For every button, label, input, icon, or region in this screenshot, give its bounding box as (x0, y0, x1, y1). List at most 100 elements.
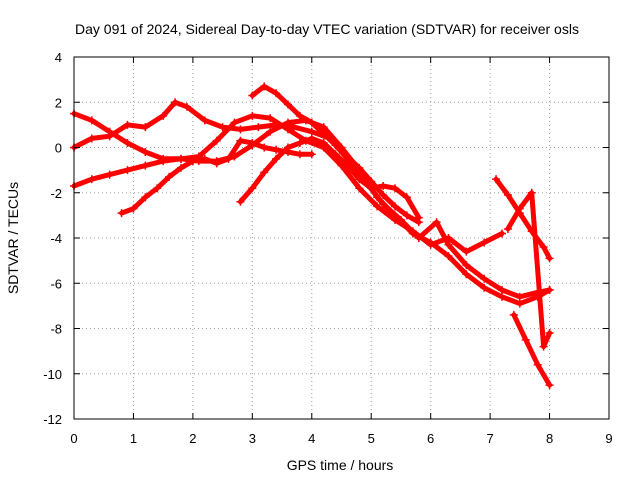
data-point (182, 102, 191, 111)
data-point (408, 227, 417, 236)
data-point (212, 159, 221, 168)
data-point (272, 145, 281, 154)
data-point (444, 252, 453, 261)
data-point (515, 204, 524, 213)
x-tick-label: 0 (70, 431, 77, 446)
data-point (462, 261, 471, 270)
data-point (248, 91, 257, 100)
data-point (319, 138, 328, 147)
data-point (319, 129, 328, 138)
data-point (391, 215, 399, 224)
data-point (480, 274, 489, 283)
y-tick-label: 0 (55, 141, 62, 156)
data-point (379, 191, 388, 200)
x-axis-label: GPS time / hours (287, 457, 394, 473)
data-point (153, 184, 162, 193)
data-point (254, 123, 263, 132)
x-tick-label: 3 (249, 431, 256, 446)
data-point (272, 154, 281, 163)
data-point (355, 163, 364, 172)
data-point (141, 148, 150, 157)
data-point (141, 123, 150, 132)
data-point (236, 136, 245, 145)
data-point (492, 175, 501, 184)
data-point (236, 197, 245, 206)
data-point (379, 181, 388, 190)
series-sat-5 (236, 134, 423, 222)
x-tick-label: 9 (605, 431, 612, 446)
x-tick-label: 8 (546, 431, 553, 446)
data-point (391, 184, 399, 193)
data-point (266, 127, 275, 136)
series-sat-6 (248, 82, 423, 227)
series-group (70, 82, 554, 390)
data-point (402, 193, 411, 202)
data-point (379, 200, 388, 209)
data-point (391, 202, 399, 211)
data-point (159, 111, 168, 120)
data-point (515, 299, 524, 308)
data-point (284, 143, 292, 152)
data-point (141, 161, 150, 170)
data-point (498, 286, 506, 295)
x-tick-label: 6 (427, 431, 434, 446)
data-point (515, 292, 524, 301)
data-point (200, 154, 209, 163)
data-point (159, 157, 168, 166)
data-point (414, 218, 423, 227)
data-point (307, 134, 316, 143)
data-point (331, 141, 340, 150)
data-point (545, 381, 554, 390)
data-point (165, 172, 174, 181)
x-tick-label: 7 (486, 431, 493, 446)
data-point (498, 229, 506, 238)
data-point (141, 193, 150, 202)
x-tick-label: 4 (308, 431, 315, 446)
data-point (343, 152, 352, 161)
data-point (230, 118, 239, 127)
data-point (272, 89, 281, 98)
data-point (295, 150, 304, 159)
data-point (533, 360, 542, 369)
y-tick-label: -4 (50, 231, 62, 246)
data-point (307, 118, 316, 127)
data-point (200, 116, 209, 125)
data-point (260, 143, 269, 152)
y-tick-label: 4 (55, 50, 62, 65)
data-point (248, 138, 257, 147)
y-tick-label: -10 (43, 367, 62, 382)
data-point (218, 123, 227, 132)
data-point (343, 161, 352, 170)
data-point (105, 170, 114, 179)
data-point (331, 150, 340, 159)
series-line (493, 176, 553, 261)
data-point (123, 138, 132, 147)
data-point (171, 98, 180, 107)
data-point (212, 136, 221, 145)
x-tick-label: 5 (368, 431, 375, 446)
series-line (505, 190, 553, 350)
data-point (539, 342, 548, 351)
data-point (539, 243, 548, 252)
data-point (177, 154, 185, 163)
data-point (373, 202, 382, 211)
grid (74, 57, 609, 419)
data-point (426, 240, 435, 249)
y-axis-label: SDTVAR / TECUs (5, 182, 21, 294)
y-axis: -12 -10 -8 -6 -4 -2 0 2 4 (43, 50, 609, 427)
data-point (129, 204, 138, 213)
data-point (266, 114, 275, 123)
data-point (462, 270, 471, 279)
data-point (545, 254, 554, 263)
data-point (224, 154, 233, 163)
data-point (188, 157, 197, 166)
x-tick-label: 1 (130, 431, 137, 446)
data-point (87, 116, 96, 125)
series-line (237, 135, 422, 221)
data-point (432, 218, 441, 227)
data-point (521, 335, 530, 344)
data-point (444, 240, 453, 249)
series-line (71, 113, 505, 255)
series-sat-9 (503, 188, 554, 351)
